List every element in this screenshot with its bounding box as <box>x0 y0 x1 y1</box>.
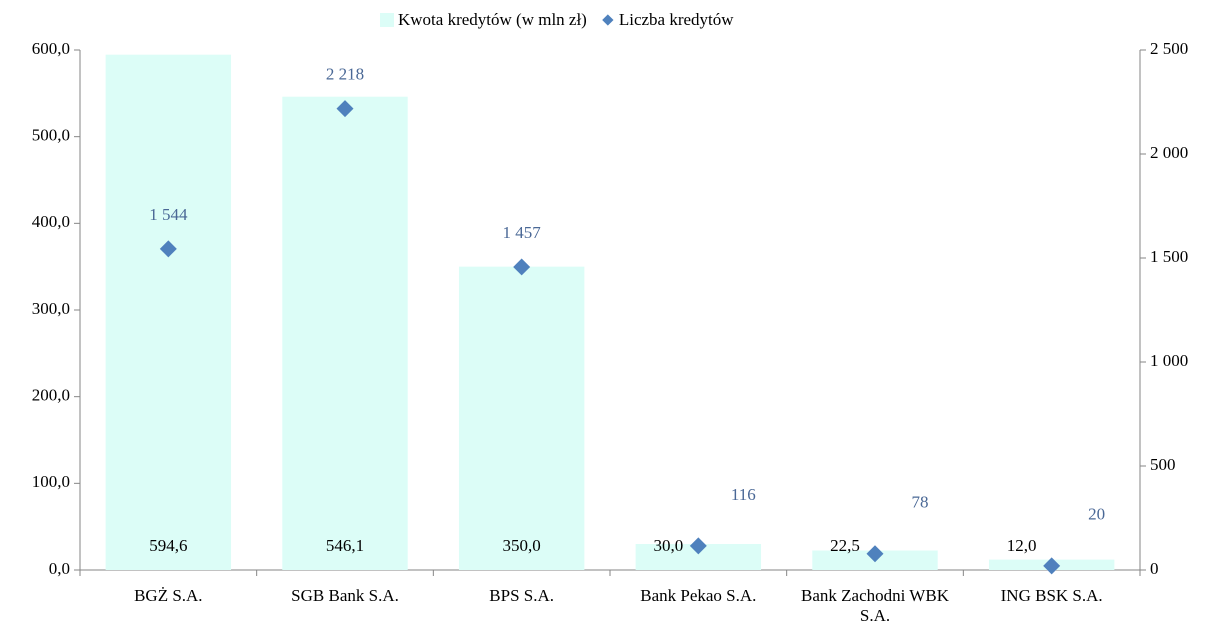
y-tick-label: 400,0 <box>32 212 70 231</box>
point <box>1043 557 1061 575</box>
bar <box>105 54 232 571</box>
x-tick-label: ING BSK S.A. <box>1000 586 1103 605</box>
point-label: 1 544 <box>149 205 188 224</box>
bar <box>282 96 408 571</box>
y2-tick-label: 1 500 <box>1150 247 1188 266</box>
y-tick-label: 200,0 <box>32 386 70 405</box>
point-label: 116 <box>731 485 756 504</box>
point <box>866 545 884 563</box>
y-tick-label: 600,0 <box>32 39 70 58</box>
bar-label: 22,5 <box>830 536 860 555</box>
x-tick-label: Bank Zachodni WBK S.A. <box>801 586 949 625</box>
bar-label: 12,0 <box>1007 536 1037 555</box>
point <box>689 537 707 555</box>
y-tick-label: 500,0 <box>32 126 70 145</box>
bar-label: 546,1 <box>326 536 364 555</box>
bar <box>458 266 585 570</box>
y-tick-label: 0,0 <box>49 559 70 578</box>
point-label: 20 <box>1088 505 1105 524</box>
x-tick-label: BGŻ S.A. <box>134 586 203 605</box>
y2-tick-label: 2 500 <box>1150 39 1188 58</box>
point-label: 1 457 <box>503 223 542 242</box>
point <box>336 100 354 118</box>
x-tick-label: SGB Bank S.A. <box>291 586 399 605</box>
point <box>513 258 531 276</box>
legend-label: Liczba kredytów <box>619 10 734 29</box>
x-tick-label: BPS S.A. <box>489 586 555 605</box>
x-tick-label: Bank Pekao S.A. <box>640 586 757 605</box>
legend-swatch <box>380 13 394 27</box>
point <box>159 240 177 258</box>
y2-tick-label: 1 000 <box>1150 351 1188 370</box>
y2-tick-label: 500 <box>1150 455 1176 474</box>
y-tick-label: 100,0 <box>32 472 70 491</box>
y2-tick-label: 0 <box>1150 559 1159 578</box>
point-label: 78 <box>912 493 929 512</box>
bar-label: 30,0 <box>653 536 683 555</box>
bar-label: 350,0 <box>503 536 541 555</box>
legend-label: Kwota kredytów (w mln zł) <box>398 10 587 29</box>
y2-tick-label: 2 000 <box>1150 143 1188 162</box>
bar-label: 594,6 <box>149 536 187 555</box>
point-label: 2 218 <box>326 65 364 84</box>
legend-swatch <box>602 14 614 26</box>
y-tick-label: 300,0 <box>32 299 70 318</box>
